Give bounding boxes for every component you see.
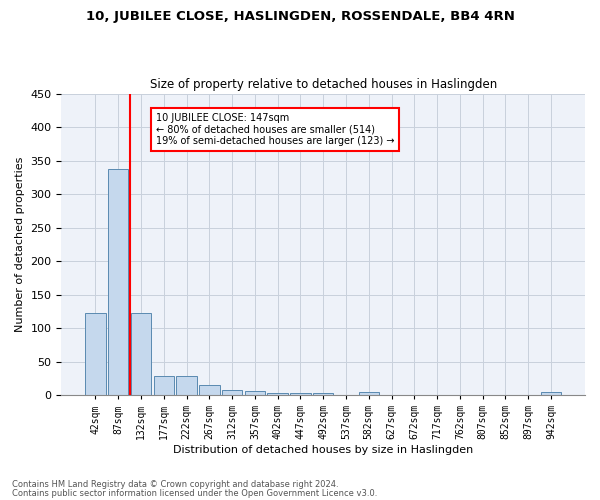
Bar — [313, 393, 334, 395]
Text: 10, JUBILEE CLOSE, HASLINGDEN, ROSSENDALE, BB4 4RN: 10, JUBILEE CLOSE, HASLINGDEN, ROSSENDAL… — [86, 10, 514, 23]
Title: Size of property relative to detached houses in Haslingden: Size of property relative to detached ho… — [149, 78, 497, 91]
Bar — [176, 376, 197, 395]
Text: 10 JUBILEE CLOSE: 147sqm
← 80% of detached houses are smaller (514)
19% of semi-: 10 JUBILEE CLOSE: 147sqm ← 80% of detach… — [155, 113, 394, 146]
Bar — [154, 376, 174, 395]
Bar — [541, 392, 561, 395]
Bar — [245, 391, 265, 395]
X-axis label: Distribution of detached houses by size in Haslingden: Distribution of detached houses by size … — [173, 445, 473, 455]
Bar — [85, 314, 106, 395]
Bar — [108, 168, 128, 395]
Bar — [199, 385, 220, 395]
Text: Contains HM Land Registry data © Crown copyright and database right 2024.: Contains HM Land Registry data © Crown c… — [12, 480, 338, 489]
Bar — [290, 393, 311, 395]
Y-axis label: Number of detached properties: Number of detached properties — [15, 156, 25, 332]
Text: Contains public sector information licensed under the Open Government Licence v3: Contains public sector information licen… — [12, 488, 377, 498]
Bar — [359, 392, 379, 395]
Bar — [268, 393, 288, 395]
Bar — [222, 390, 242, 395]
Bar — [131, 314, 151, 395]
